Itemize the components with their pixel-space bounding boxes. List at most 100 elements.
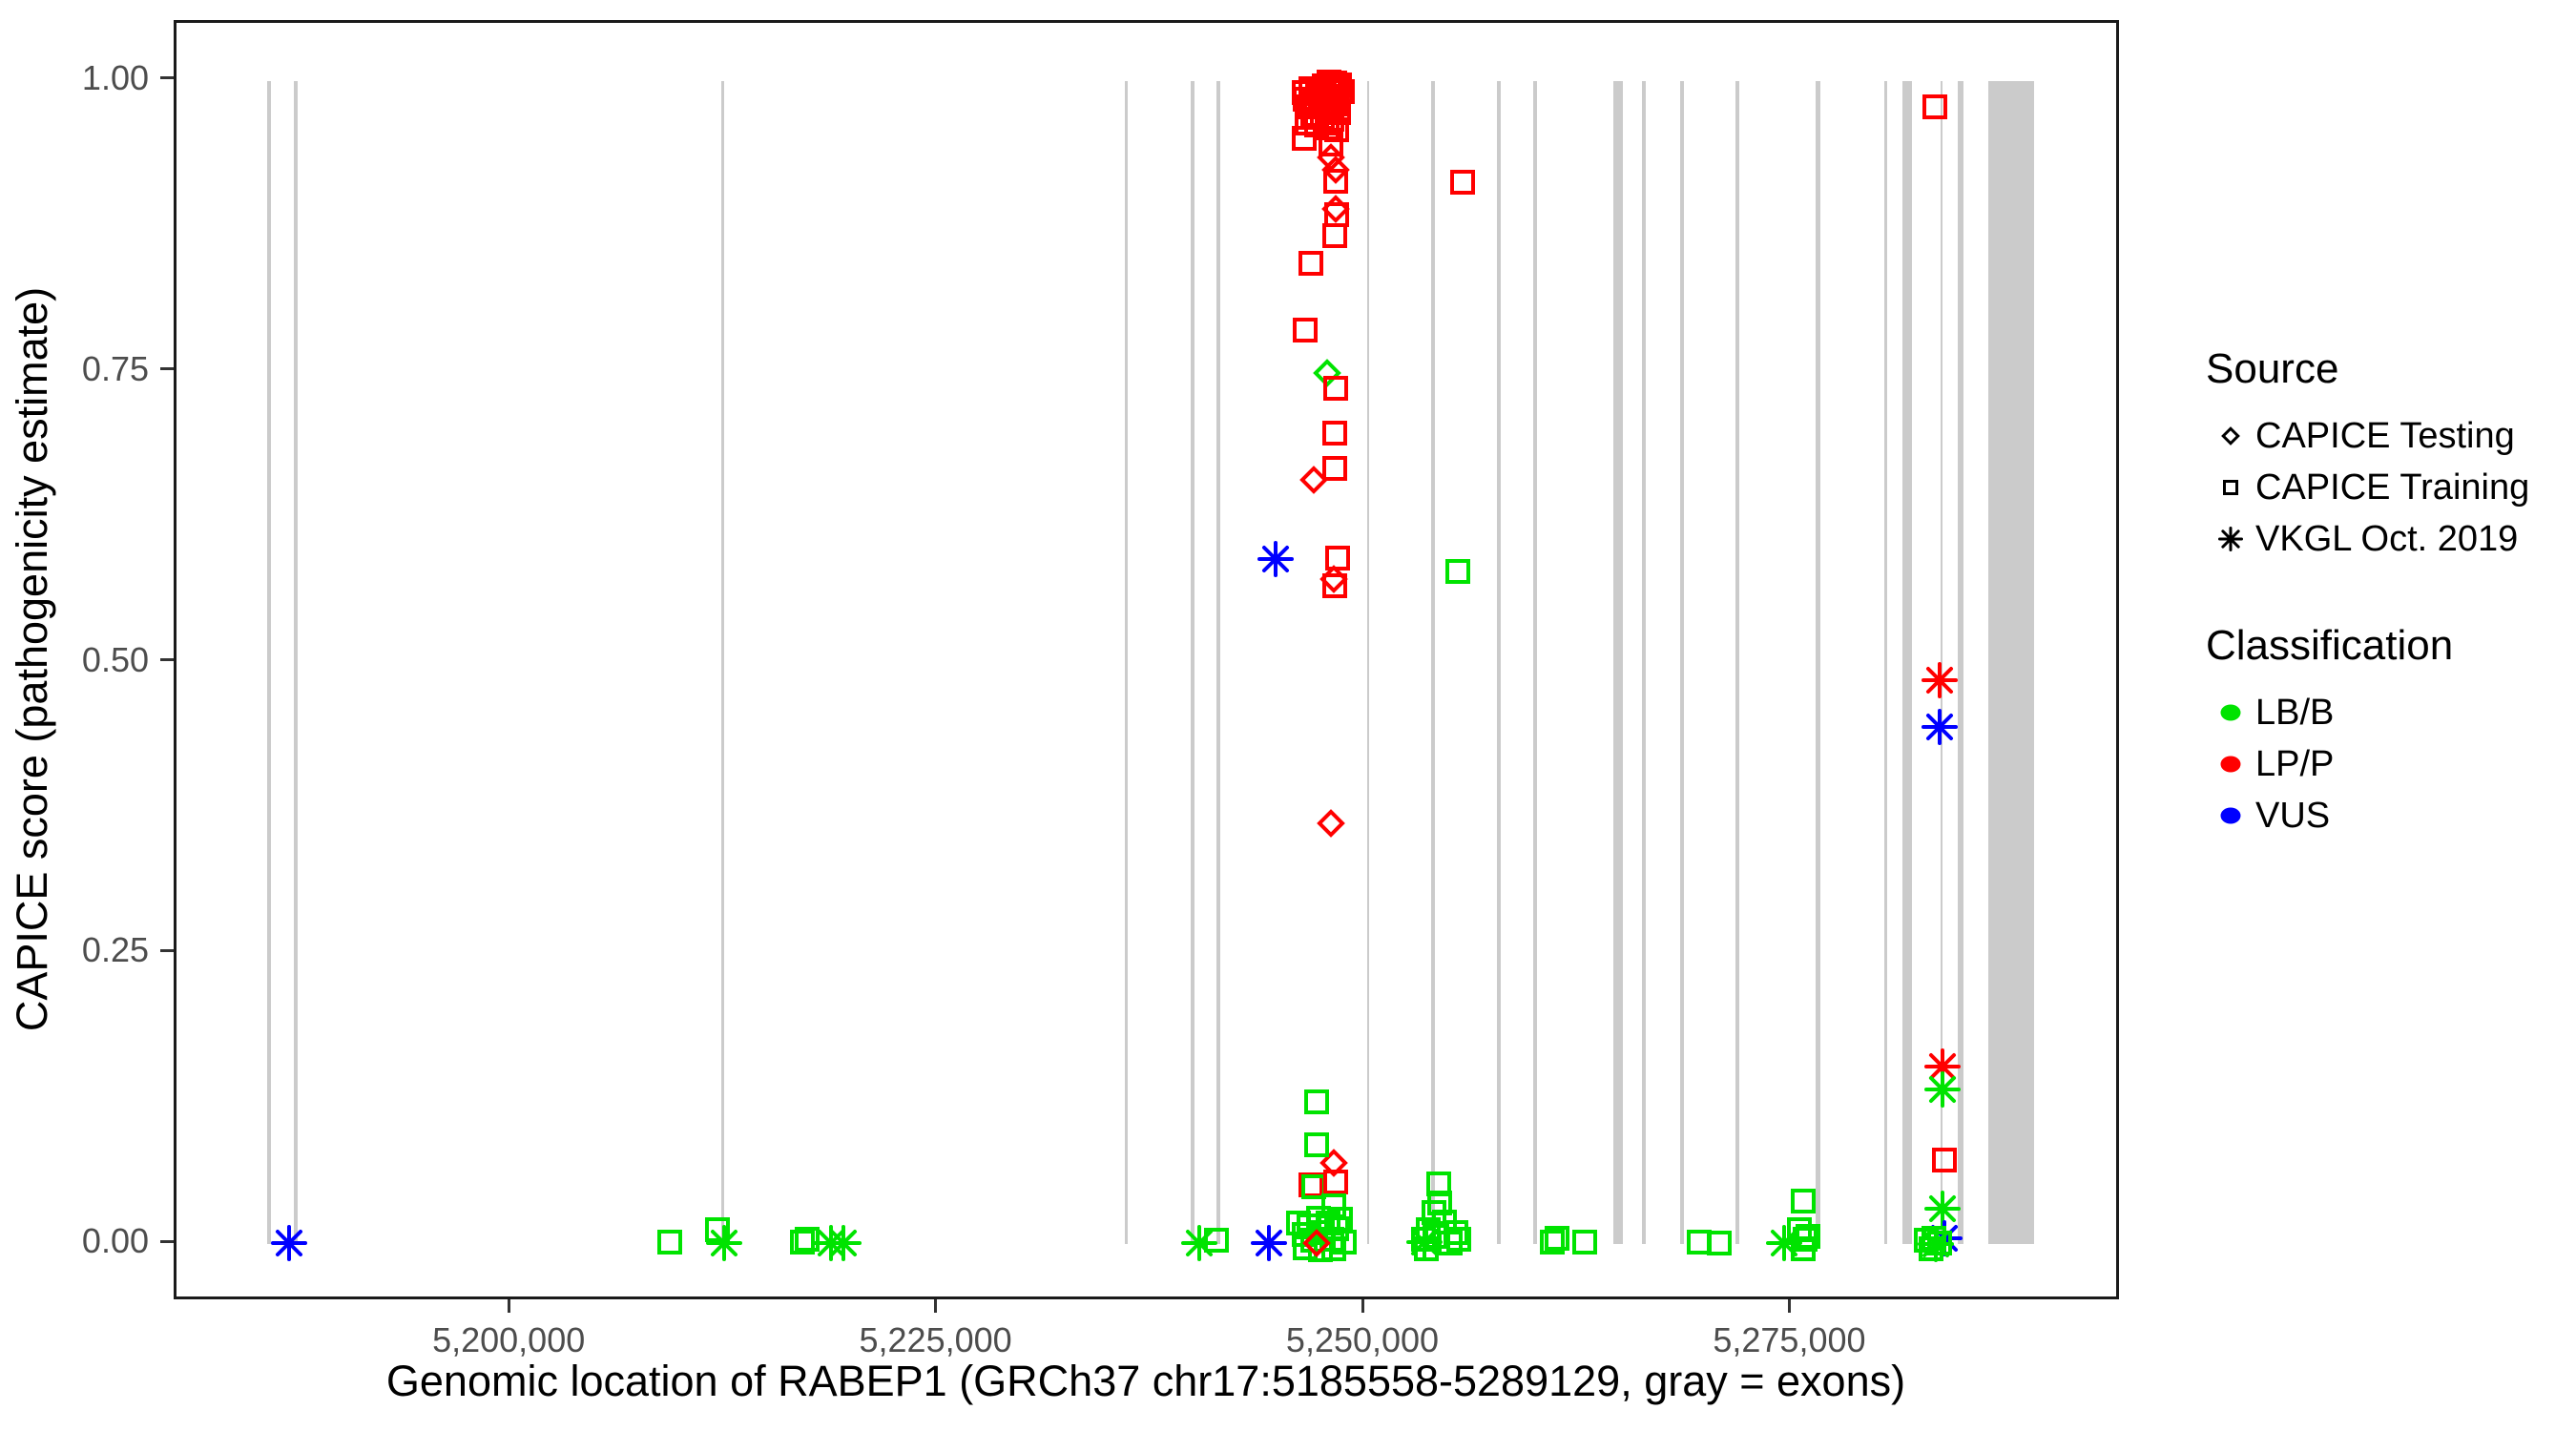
data-point-square <box>1293 317 1319 342</box>
exon-bar <box>1816 80 1821 1245</box>
data-point-square <box>1293 1234 1319 1260</box>
data-point-square <box>1298 1172 1324 1197</box>
x-axis-tick-label: 5,250,000 <box>1285 1320 1440 1359</box>
exon-bar <box>1883 80 1888 1245</box>
data-point-square <box>1325 545 1351 570</box>
exon-bar <box>1215 80 1220 1245</box>
data-point-square <box>1450 170 1476 195</box>
data-point-square <box>1321 1192 1347 1218</box>
exon-bar <box>1612 80 1623 1245</box>
x-axis-tick <box>934 1299 938 1313</box>
data-point-asterisk <box>1918 1226 1955 1263</box>
data-point-square <box>1322 92 1348 117</box>
x-axis-tick <box>1361 1299 1364 1313</box>
data-point-square <box>1304 1089 1330 1115</box>
data-point-square <box>1322 455 1348 481</box>
diamond-icon <box>2221 426 2240 446</box>
y-axis-tick <box>160 948 174 952</box>
data-point-square <box>1571 1229 1597 1255</box>
data-point-asterisk <box>825 1224 862 1261</box>
data-point-square <box>1446 1227 1472 1253</box>
exon-bar <box>1125 80 1129 1245</box>
classification-dot-icon <box>2220 756 2241 773</box>
square-icon <box>2223 480 2238 495</box>
data-point-asterisk <box>706 1224 743 1261</box>
data-point-square <box>1307 1237 1333 1263</box>
classification-dot-icon <box>2220 807 2241 824</box>
exon-bar <box>1988 80 2035 1245</box>
exon-bar <box>1366 80 1370 1245</box>
legend-item-lp-p-label: LP/P <box>2255 743 2335 784</box>
legend-item-lp-p: LP/P <box>2206 738 2568 790</box>
data-point-asterisk <box>1765 1224 1802 1261</box>
exon-bar <box>1431 80 1436 1245</box>
data-point-square <box>1932 1148 1958 1173</box>
data-point-square <box>1539 1229 1565 1255</box>
classification-dot-icon <box>2220 704 2241 721</box>
data-point-square <box>1443 1219 1468 1245</box>
legend-item-vkgl-oct-2019: VKGL Oct. 2019 <box>2206 513 2568 565</box>
plot-panel <box>174 20 2119 1299</box>
y-axis-tick <box>160 76 174 80</box>
data-point-square <box>1304 1132 1330 1158</box>
data-point-square <box>1922 93 1947 119</box>
data-point-square <box>1320 1235 1346 1261</box>
legend-item-capice-testing-label: CAPICE Testing <box>2255 415 2515 456</box>
data-point-square <box>1323 375 1349 401</box>
legend-item-lb-b-label: LB/B <box>2255 692 2335 733</box>
legend-item-vus-label: VUS <box>2255 795 2331 836</box>
x-axis-title: Genomic location of RABEP1 (GRCh37 chr17… <box>385 1357 1906 1405</box>
data-point-square <box>1322 223 1348 249</box>
data-point-square <box>1426 1191 1452 1216</box>
data-point-square <box>1204 1228 1230 1254</box>
exon-bar <box>293 80 298 1245</box>
data-point-square <box>657 1229 683 1255</box>
exon-bar <box>1735 80 1739 1245</box>
exon-bar <box>1902 80 1913 1245</box>
y-axis-tick-label: 0.00 <box>81 1221 149 1261</box>
y-axis-tick <box>160 1239 174 1243</box>
data-point-square <box>1706 1230 1732 1255</box>
exon-bar <box>266 80 271 1245</box>
data-point-asterisk <box>270 1224 307 1261</box>
y-axis-tick-label: 0.50 <box>81 639 149 679</box>
data-point-asterisk <box>1251 1224 1288 1261</box>
exon-bar <box>1533 80 1538 1245</box>
exon-bar <box>720 80 724 1245</box>
data-point-square <box>1323 117 1349 143</box>
legend-item-capice-training-label: CAPICE Training <box>2255 467 2530 508</box>
exon-bar <box>1641 80 1646 1245</box>
data-point-square <box>1445 559 1471 585</box>
data-point-square <box>1319 131 1344 156</box>
y-axis-tick-label: 1.00 <box>81 57 149 97</box>
data-point-asterisk <box>1921 661 1958 698</box>
x-axis-tick-label: 5,200,000 <box>432 1320 586 1359</box>
legend-item-vus: VUS <box>2206 790 2568 841</box>
exon-bar <box>1679 80 1684 1245</box>
data-point-asterisk <box>1923 1047 1961 1085</box>
data-point-square <box>1323 1170 1349 1195</box>
data-point-asterisk <box>1924 1191 1962 1228</box>
data-point-square <box>1323 168 1349 194</box>
x-axis-tick-label: 5,275,000 <box>1713 1320 1866 1359</box>
data-point-square <box>1321 573 1347 599</box>
data-point-asterisk <box>1257 541 1295 577</box>
data-point-asterisk <box>1405 1223 1443 1260</box>
data-point-square <box>1315 1211 1340 1236</box>
data-point-square <box>1545 1225 1570 1251</box>
y-axis-tick-label: 0.75 <box>81 348 149 388</box>
data-point-square <box>705 1217 731 1243</box>
data-point-diamond <box>1317 808 1346 838</box>
legend-item-lb-b: LB/B <box>2206 687 2568 738</box>
exon-bar <box>1191 80 1195 1245</box>
data-point-asterisk <box>1180 1224 1217 1261</box>
data-point-square <box>1328 1207 1354 1233</box>
data-point-square <box>1322 421 1348 446</box>
x-axis-tick <box>507 1299 510 1313</box>
legend-classification-title: Classification <box>2206 622 2454 669</box>
legend-source-title: Source <box>2206 345 2339 392</box>
data-point-square <box>1298 251 1324 277</box>
x-axis-tick-label: 5,225,000 <box>859 1320 1012 1359</box>
y-axis-tick <box>160 367 174 371</box>
